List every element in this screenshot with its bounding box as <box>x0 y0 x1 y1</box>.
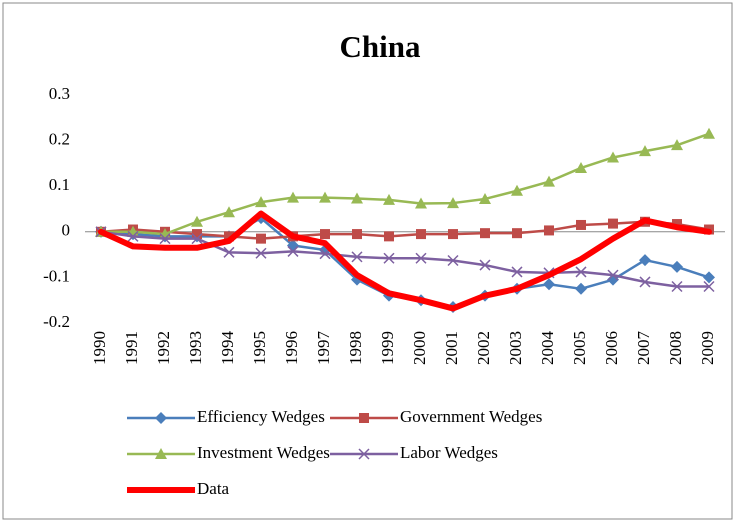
marker <box>256 233 266 244</box>
marker <box>191 233 203 245</box>
marker <box>352 229 362 240</box>
legend-label: Government Wedges <box>400 407 542 426</box>
marker <box>351 251 363 263</box>
x-tick-label: 2008 <box>666 331 685 365</box>
marker <box>159 233 171 245</box>
marker <box>480 228 490 239</box>
marker <box>543 278 555 291</box>
x-tick-label: 1991 <box>122 331 141 365</box>
marker <box>320 229 330 240</box>
x-tick-label: 1996 <box>282 331 301 365</box>
x-tick-label: 1993 <box>186 331 205 365</box>
legend-label: Labor Wedges <box>400 443 498 462</box>
marker <box>358 448 370 460</box>
x-tick-label: 2006 <box>602 331 621 365</box>
marker <box>351 192 363 204</box>
marker <box>155 412 167 424</box>
marker <box>479 192 491 204</box>
marker <box>359 413 369 423</box>
y-tick-label: 0 <box>62 221 71 240</box>
marker <box>703 127 715 139</box>
series-line <box>98 210 712 312</box>
marker <box>287 191 299 203</box>
marker <box>192 229 202 240</box>
marker <box>255 196 267 208</box>
marker <box>447 197 459 209</box>
marker <box>543 175 555 187</box>
marker <box>576 219 586 230</box>
marker <box>639 145 651 157</box>
marker <box>415 252 427 264</box>
marker <box>384 231 394 242</box>
x-tick-label: 2007 <box>634 331 653 366</box>
marker <box>191 215 203 227</box>
y-tick-label: 0.1 <box>49 175 70 194</box>
marker <box>155 448 167 459</box>
marker <box>383 252 395 264</box>
chart-title: China <box>340 29 421 64</box>
y-tick-label: -0.2 <box>43 312 70 331</box>
legend-label: Efficiency Wedges <box>197 407 325 426</box>
x-tick-label: 1995 <box>250 331 269 365</box>
marker <box>415 197 427 209</box>
marker <box>639 254 651 267</box>
marker <box>575 161 587 173</box>
x-tick-label: 1999 <box>378 331 397 365</box>
marker <box>255 247 267 259</box>
marker <box>416 229 426 240</box>
marker <box>224 231 234 242</box>
marker <box>511 184 523 196</box>
marker <box>703 280 715 293</box>
marker <box>479 259 491 271</box>
marker <box>512 228 522 239</box>
series-line <box>99 220 711 240</box>
marker <box>703 271 715 284</box>
x-tick-label: 2003 <box>506 331 525 365</box>
marker <box>672 219 682 230</box>
marker <box>671 280 683 293</box>
series-line <box>99 230 711 288</box>
x-tick-label: 1994 <box>218 331 237 366</box>
marker <box>127 230 139 242</box>
x-tick-label: 1992 <box>154 331 173 365</box>
x-tick-label: 2001 <box>442 331 461 365</box>
legend-label: Data <box>197 479 230 498</box>
series-line <box>99 132 711 236</box>
marker <box>223 206 235 218</box>
marker <box>511 266 523 278</box>
x-tick-label: 2000 <box>410 331 429 365</box>
marker <box>544 225 554 236</box>
marker <box>447 254 459 267</box>
marker <box>448 229 458 240</box>
x-tick-label: 1997 <box>314 331 333 366</box>
marker <box>575 282 587 295</box>
y-tick-label: -0.1 <box>43 266 70 285</box>
marker <box>287 245 299 257</box>
y-tick-label: 0.2 <box>49 130 70 149</box>
marker <box>608 218 618 229</box>
marker <box>607 151 619 163</box>
x-tick-label: 2004 <box>538 331 557 366</box>
marker <box>223 246 235 258</box>
legend-label: Investment Wedges <box>197 443 330 462</box>
x-tick-label: 1990 <box>90 331 109 365</box>
marker <box>319 191 331 203</box>
marker <box>575 266 587 278</box>
x-tick-label: 2009 <box>698 331 717 365</box>
y-tick-label: 0.3 <box>49 84 70 103</box>
x-tick-label: 2002 <box>474 331 493 365</box>
marker <box>639 276 651 288</box>
x-tick-label: 2005 <box>570 331 589 365</box>
marker <box>607 269 619 281</box>
marker <box>383 193 395 205</box>
marker <box>671 260 683 273</box>
chart-border <box>2 2 733 520</box>
x-tick-label: 1998 <box>346 331 365 365</box>
marker <box>671 139 683 151</box>
